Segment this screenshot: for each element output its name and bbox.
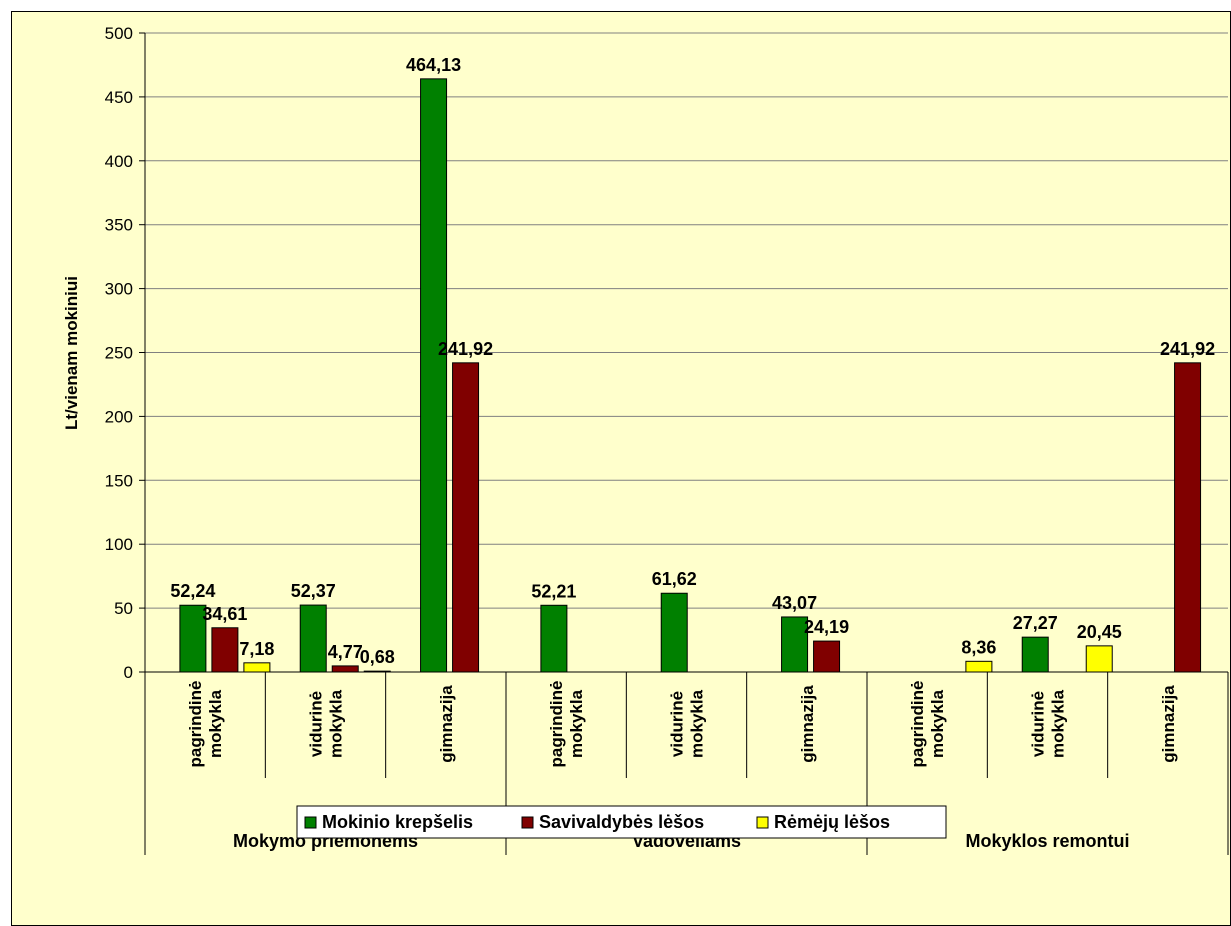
bar xyxy=(179,604,207,673)
data-label: 241,92 xyxy=(1160,339,1215,359)
bar xyxy=(243,662,271,673)
y-tick-label: 200 xyxy=(105,407,133,426)
legend-label: Mokinio krepšelis xyxy=(322,812,473,832)
y-tick-label: 0 xyxy=(124,663,133,682)
legend-swatch xyxy=(521,816,534,829)
data-label: 4,77 xyxy=(328,642,363,662)
x-category-label: mokykla xyxy=(327,689,346,758)
data-label: 43,07 xyxy=(772,593,817,613)
bar xyxy=(452,362,480,673)
legend-swatch xyxy=(756,816,769,829)
x-category-label: gimnazija xyxy=(798,685,817,763)
legend-label: Rėmėjų lėšos xyxy=(774,812,890,832)
data-label: 20,45 xyxy=(1077,622,1122,642)
data-label: 8,36 xyxy=(961,637,996,657)
bar xyxy=(299,604,327,673)
y-tick-label: 250 xyxy=(105,344,133,363)
data-label: 52,37 xyxy=(291,581,336,601)
bar xyxy=(965,660,993,673)
legend-swatch xyxy=(304,816,317,829)
x-category-label: vidurinė xyxy=(307,691,326,757)
y-axis-label: Lt/vienam mokiniui xyxy=(62,276,81,430)
x-category-label: pagrindinė xyxy=(186,681,205,768)
data-label: 7,18 xyxy=(239,639,274,659)
data-label: 34,61 xyxy=(202,604,247,624)
bar xyxy=(781,616,809,673)
x-category-label: mokykla xyxy=(1049,689,1068,758)
bar xyxy=(1174,362,1202,673)
x-category-label: mokykla xyxy=(928,689,947,758)
data-label: 27,27 xyxy=(1013,613,1058,633)
bar xyxy=(420,78,448,673)
x-category-label: gimnazija xyxy=(437,685,456,763)
data-label: 464,13 xyxy=(406,55,461,75)
x-category-label: vidurinė xyxy=(668,691,687,757)
x-category-label: vidurinė xyxy=(1029,691,1048,757)
y-tick-label: 400 xyxy=(105,152,133,171)
data-label: 24,19 xyxy=(804,617,849,637)
data-label: 52,21 xyxy=(531,581,576,601)
x-category-label: pagrindinė xyxy=(547,681,566,768)
x-category-label: pagrindinė xyxy=(908,681,927,768)
bar xyxy=(813,640,841,673)
data-label: 241,92 xyxy=(438,339,493,359)
data-label: 0,68 xyxy=(360,647,395,667)
bar xyxy=(211,627,239,673)
data-label: 61,62 xyxy=(652,569,697,589)
x-category-label: mokykla xyxy=(688,689,707,758)
y-tick-label: 300 xyxy=(105,280,133,299)
x-category-label: mokykla xyxy=(567,689,586,758)
x-group-label: Mokyklos remontui xyxy=(965,831,1129,851)
y-tick-label: 350 xyxy=(105,216,133,235)
data-label: 52,24 xyxy=(170,581,215,601)
legend-label: Savivaldybės lėšos xyxy=(539,812,704,832)
y-tick-label: 50 xyxy=(114,599,133,618)
y-tick-label: 500 xyxy=(105,24,133,43)
bar xyxy=(540,604,568,673)
y-tick-label: 150 xyxy=(105,471,133,490)
bar xyxy=(331,665,359,673)
x-category-label: mokykla xyxy=(206,689,225,758)
bar xyxy=(1085,645,1113,673)
bar xyxy=(660,592,688,673)
bar xyxy=(1021,636,1049,673)
legend-box xyxy=(296,805,947,839)
y-tick-label: 100 xyxy=(105,535,133,554)
x-category-label: gimnazija xyxy=(1159,685,1178,763)
y-tick-label: 450 xyxy=(105,88,133,107)
